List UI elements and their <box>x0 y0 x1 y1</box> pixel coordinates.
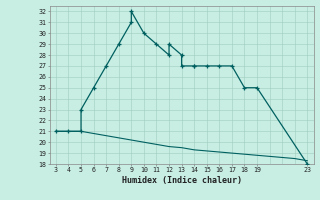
X-axis label: Humidex (Indice chaleur): Humidex (Indice chaleur) <box>122 176 242 185</box>
